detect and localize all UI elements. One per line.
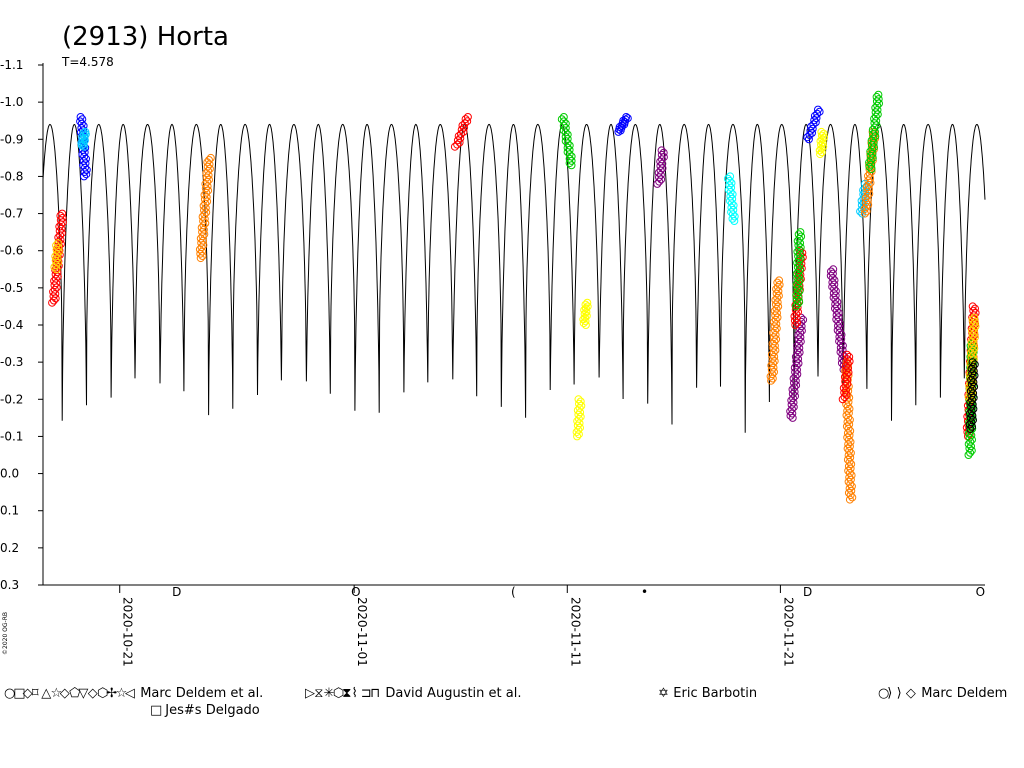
legend-label: Eric Barbotin [673, 686, 757, 701]
credit-text: ©2020 OG-RB [2, 612, 9, 655]
legend-symbol: ⬠ [69, 686, 81, 701]
y-tick-label: -0.7 [0, 207, 23, 221]
legend-symbol: ◇ [88, 686, 98, 701]
moon-phase-marker: D [172, 585, 181, 599]
observation-series [791, 228, 806, 311]
chart-subtitle: T=4.578 [61, 55, 114, 69]
observation-series [450, 113, 472, 151]
y-tick-label: -0.2 [0, 392, 23, 406]
legend-symbol: ▷ [305, 686, 315, 701]
observation-series [48, 209, 67, 307]
observation-series [557, 113, 576, 170]
y-tick-label: -1.1 [0, 58, 23, 72]
legend-symbol: ⧖ [314, 686, 323, 701]
legend-symbol: ⟩ [897, 686, 902, 701]
legend-symbol: ⬡ [97, 686, 108, 701]
observation-series [614, 113, 632, 136]
plot-area: -1.1 -1.0 -0.9 -0.8 -0.7 -0.6 -0.5 -0.4 -0.3 -0.2… [0, 58, 1007, 718]
y-tick-label: -0.6 [0, 244, 23, 258]
legend-symbol: ✳ [324, 686, 335, 701]
legend-symbol: ⌑ [32, 686, 39, 701]
legend-symbol: ◇ [23, 686, 33, 701]
y-tick-label: 0.3 [0, 578, 19, 592]
legend-symbol: △ [41, 686, 51, 701]
model-lightcurve [42, 123, 986, 433]
observation-series [766, 276, 784, 385]
observation-series [579, 298, 592, 329]
observation-series [723, 172, 739, 225]
legend-symbol: ◁ [125, 686, 135, 701]
moon-phase-marker: • [641, 585, 648, 599]
legend-symbol: ✢ [106, 686, 117, 701]
x-tick-label: 2020-11-11 [568, 597, 582, 667]
legend-symbol: ⟩ [887, 686, 892, 701]
moon-phase-marker: D [803, 585, 812, 599]
y-tick-label: -0.5 [0, 281, 23, 295]
legend-symbol: ◇ [906, 686, 916, 701]
y-tick-label: -1.0 [0, 95, 23, 109]
x-tick-label: 2020-10-21 [121, 597, 135, 667]
legend-symbol: ⊓ [370, 686, 380, 701]
legend-symbol: ⌇ [352, 686, 358, 701]
y-tick-label: 0.0 [0, 467, 19, 481]
y-tick-label: -0.1 [0, 429, 23, 443]
y-tick-label: 0.2 [0, 541, 19, 555]
y-tick-label: -0.3 [0, 355, 23, 369]
moon-phase-marker: O [351, 585, 360, 599]
observation-series [195, 153, 215, 263]
observation-series [50, 239, 63, 274]
observation-series [653, 146, 668, 188]
legend-symbol: ⬡ [333, 686, 344, 701]
observation-series [77, 127, 90, 151]
x-tick-label: 2020-11-21 [781, 597, 795, 667]
observation-series [572, 395, 586, 441]
chart-title: (2913) Horta [62, 22, 229, 52]
observation-series [786, 313, 808, 422]
y-tick-label: -0.8 [0, 169, 23, 183]
x-tick-label: 2020-11-01 [355, 597, 369, 667]
observation-series [815, 127, 829, 159]
legend-symbol: ⊐ [361, 686, 372, 701]
legend-symbol: ▽ [78, 686, 88, 701]
moon-phase-marker: ( [511, 585, 516, 599]
legend-label: David Augustin et al. [385, 686, 521, 701]
legend-symbol: ○ [4, 686, 15, 701]
legend-label: Marc Deldem et al. [140, 686, 263, 701]
legend-symbol: ◇ [60, 686, 70, 701]
legend-symbol: ☆ [116, 686, 128, 701]
y-tick-label: -0.4 [0, 318, 23, 332]
observation-series [803, 105, 824, 144]
legend-symbol: □ [13, 686, 25, 701]
legend-symbol: ☆ [51, 686, 63, 701]
y-tick-label: -0.9 [0, 132, 23, 146]
legend-symbol: ○ [878, 686, 889, 701]
observation-series [838, 350, 854, 404]
legend-symbol: ✡ [658, 686, 669, 701]
legend-symbol: □ [150, 703, 162, 718]
moon-phase-marker: O [976, 585, 985, 599]
observation-series [965, 358, 979, 433]
y-tick-label: 0.1 [0, 504, 19, 518]
observation-series [865, 90, 884, 173]
legend-symbol: ⧗ [342, 686, 351, 701]
legend-label: Jes#s Delgado [164, 703, 259, 718]
legend-label: Marc Deldem [921, 686, 1007, 701]
